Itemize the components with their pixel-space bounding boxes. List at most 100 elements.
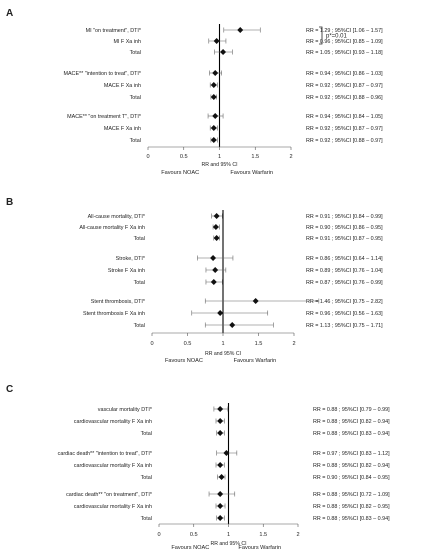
x-tick-label: 0.5: [180, 154, 188, 160]
row-label: MACE F Xa inh: [104, 126, 141, 132]
point-estimate-diamond: [217, 406, 224, 412]
row-stat-text: RR = 0.90 ; 95%CI [0.84 – 0.95]: [313, 475, 390, 481]
row-label: Total: [130, 138, 141, 144]
point-estimate-diamond: [237, 27, 244, 33]
x-tick-label: 1: [221, 341, 224, 347]
point-estimate-diamond: [210, 137, 217, 143]
row-stat-text: RR = 0.91 ; 95%CI [0.87 – 0.95]: [306, 236, 383, 242]
p-value-annotation: p*=0.01: [326, 34, 348, 40]
row-stat-text: RR = 0.88 ; 95%CI [0.82 – 0.95]: [313, 504, 390, 510]
row-label: MI "on treatment", DTI*: [86, 28, 142, 34]
row-label: Total: [134, 280, 145, 286]
point-estimate-diamond: [217, 515, 224, 521]
row-label: Total: [134, 323, 145, 329]
panel-letter: B: [6, 197, 13, 208]
row-stat-text: RR = 0.96 ; 95%CI [0.56 – 1.63]: [306, 311, 383, 317]
row-stat-text: RR = 0.90 ; 95%CI [0.86 – 0.95]: [306, 225, 383, 231]
x-tick-label: 2: [296, 532, 299, 538]
row-label: cardiovascular mortality F Xa inh: [74, 504, 152, 510]
x-tick-label: 0: [146, 154, 149, 160]
row-stat-text: RR = 1.05 ; 95%CI [0.93 – 1.18]: [306, 50, 383, 56]
row-stat-text: RR = 0.87 ; 95%CI [0.76 – 0.99]: [306, 280, 383, 286]
x-tick-label: 1: [218, 154, 221, 160]
x-tick-label: 1: [227, 532, 230, 538]
row-stat-text: RR = 0.88 ; 95%CI [0.79 – 0.99]: [313, 407, 390, 413]
x-tick-label: 0: [157, 532, 160, 538]
row-stat-text: RR = 0.92 ; 95%CI [0.88 – 0.97]: [306, 138, 383, 144]
point-estimate-diamond: [210, 279, 217, 285]
row-stat-text: RR = 0.88 ; 95%CI [0.82 – 0.94]: [313, 463, 390, 469]
row-stat-text: RR = 0.92 ; 95%CI [0.87 – 0.97]: [306, 126, 383, 132]
x-tick-label: 2: [289, 154, 292, 160]
x-tick-label: 0.5: [190, 532, 198, 538]
row-stat-text: RR = 0.86 ; 95%CI [0.64 – 1.14]: [306, 256, 383, 262]
row-label: Total: [141, 431, 152, 437]
x-tick-label: 0.5: [184, 341, 192, 347]
row-stat-text: RR = 0.91 ; 95%CI [0.84 – 0.99]: [306, 214, 383, 220]
row-label: cardiovascular mortality F Xa inh: [74, 419, 152, 425]
x-tick-label: 1.5: [255, 341, 263, 347]
row-label: Stent thrombosis F Xa inh: [83, 311, 145, 317]
row-stat-text: RR = 0.97 ; 95%CI [0.83 – 1.12]: [313, 451, 390, 457]
row-stat-text: RR = 0.94 ; 95%CI [0.86 – 1.03]: [306, 71, 383, 77]
point-estimate-diamond: [213, 213, 220, 219]
point-estimate-diamond: [210, 125, 217, 131]
point-estimate-diamond: [217, 503, 224, 509]
row-stat-text: RR = 1.29 ; 95%CI [1.06 – 1.57]: [306, 28, 383, 34]
point-estimate-diamond: [213, 235, 220, 241]
panel-letter: A: [6, 8, 13, 19]
favours-left-label: Favours NOAC: [171, 545, 209, 550]
point-estimate-diamond: [212, 224, 219, 230]
x-axis-title: RR and 95% CI: [210, 541, 246, 547]
point-estimate-diamond: [218, 474, 225, 480]
row-stat-text: RR = 1.46 ; 95%CI [0.75 – 2.82]: [306, 299, 383, 305]
row-label: Total: [130, 95, 141, 101]
p-value-bracket: [319, 26, 323, 45]
favours-left-label: Favours NOAC: [165, 358, 203, 364]
row-stat-text: RR = 0.88 ; 95%CI [0.83 – 0.94]: [313, 431, 390, 437]
point-estimate-diamond: [213, 38, 220, 44]
row-label: Stroke F Xa inh: [108, 268, 145, 274]
point-estimate-diamond: [210, 82, 217, 88]
row-label: MACE** "intention to treat", DTI*: [63, 71, 141, 77]
point-estimate-diamond: [212, 70, 219, 76]
row-label: MI F Xa inh: [113, 39, 141, 45]
row-stat-text: RR = 0.92 ; 95%CI [0.88 – 0.96]: [306, 95, 383, 101]
row-label: cardiac death** "on treatment", DTI*: [66, 492, 153, 498]
row-stat-text: RR = 0.96 ; 95%CI [0.85 – 1.09]: [306, 39, 383, 45]
row-label: Total: [141, 516, 152, 522]
row-stat-text: RR = 1.13 ; 95%CI [0.75 – 1.71]: [306, 323, 383, 329]
row-stat-text: RR = 0.88 ; 95%CI [0.72 – 1.09]: [313, 492, 390, 498]
row-stat-text: RR = 0.88 ; 95%CI [0.82 – 0.94]: [313, 419, 390, 425]
point-estimate-diamond: [210, 255, 217, 261]
favours-right-label: Favours Warfarin: [238, 545, 281, 550]
row-label: Stroke, DTI*: [116, 256, 146, 262]
point-estimate-diamond: [229, 322, 236, 328]
row-label: All-cause mortality F Xa inh: [79, 225, 145, 231]
favours-left-label: Favours NOAC: [161, 170, 199, 176]
point-estimate-diamond: [212, 113, 219, 119]
row-label: MACE** "on treatment T", DTI*: [67, 114, 142, 120]
row-stat-text: RR = 0.94 ; 95%CI [0.84 – 1.05]: [306, 114, 383, 120]
point-estimate-diamond: [210, 94, 217, 100]
row-label: cardiovascular mortality F Xa inh: [74, 463, 152, 469]
point-estimate-diamond: [212, 267, 219, 273]
row-label: All-cause mortality, DTI*: [88, 214, 146, 220]
row-label: MACE F Xa inh: [104, 83, 141, 89]
point-estimate-diamond: [252, 298, 259, 304]
point-estimate-diamond: [217, 491, 224, 497]
point-estimate-diamond: [217, 310, 224, 316]
x-axis-title: RR and 95% CI: [205, 351, 241, 357]
row-label: Total: [130, 50, 141, 56]
x-tick-label: 2: [292, 341, 295, 347]
row-label: cardiac death** "intention to treat", DT…: [58, 451, 153, 457]
row-label: Total: [141, 475, 152, 481]
point-estimate-diamond: [223, 450, 230, 456]
row-stat-text: RR = 0.92 ; 95%CI [0.87 – 0.97]: [306, 83, 383, 89]
point-estimate-diamond: [220, 49, 227, 55]
row-stat-text: RR = 0.89 ; 95%CI [0.76 – 1.04]: [306, 268, 383, 274]
